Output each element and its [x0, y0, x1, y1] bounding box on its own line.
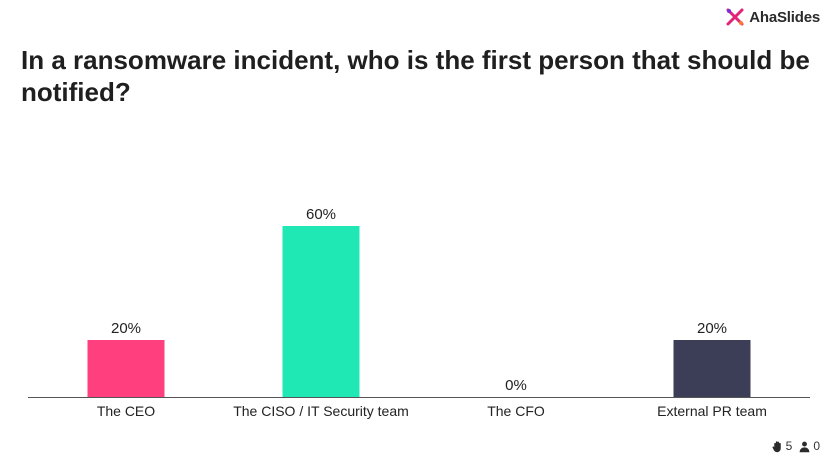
value-label-cfo: 0% — [505, 377, 527, 394]
value-label-pr: 20% — [697, 320, 727, 337]
bar-pr — [673, 340, 751, 397]
category-label-ceo: The CEO — [97, 403, 155, 419]
brand-name: AhaSlides — [749, 8, 820, 26]
ahaslides-logo-icon — [726, 8, 744, 26]
user-icon — [799, 441, 810, 452]
participants-count: 0 — [798, 439, 820, 453]
bar-ceo — [87, 340, 165, 397]
brand-logo: AhaSlides — [725, 7, 820, 27]
category-label-pr: External PR team — [657, 403, 767, 419]
bar-ciso — [282, 226, 360, 397]
category-label-cfo: The CFO — [487, 403, 545, 419]
category-label-ciso: The CISO / IT Security team — [233, 403, 409, 419]
hand-raise-icon — [772, 440, 781, 452]
question-title: In a ransomware incident, who is the fir… — [21, 45, 810, 107]
footer-stats: 5 0 — [771, 439, 820, 453]
value-label-ciso: 60% — [306, 206, 336, 223]
reactions-count: 5 — [771, 439, 792, 453]
value-label-ceo: 20% — [111, 320, 141, 337]
